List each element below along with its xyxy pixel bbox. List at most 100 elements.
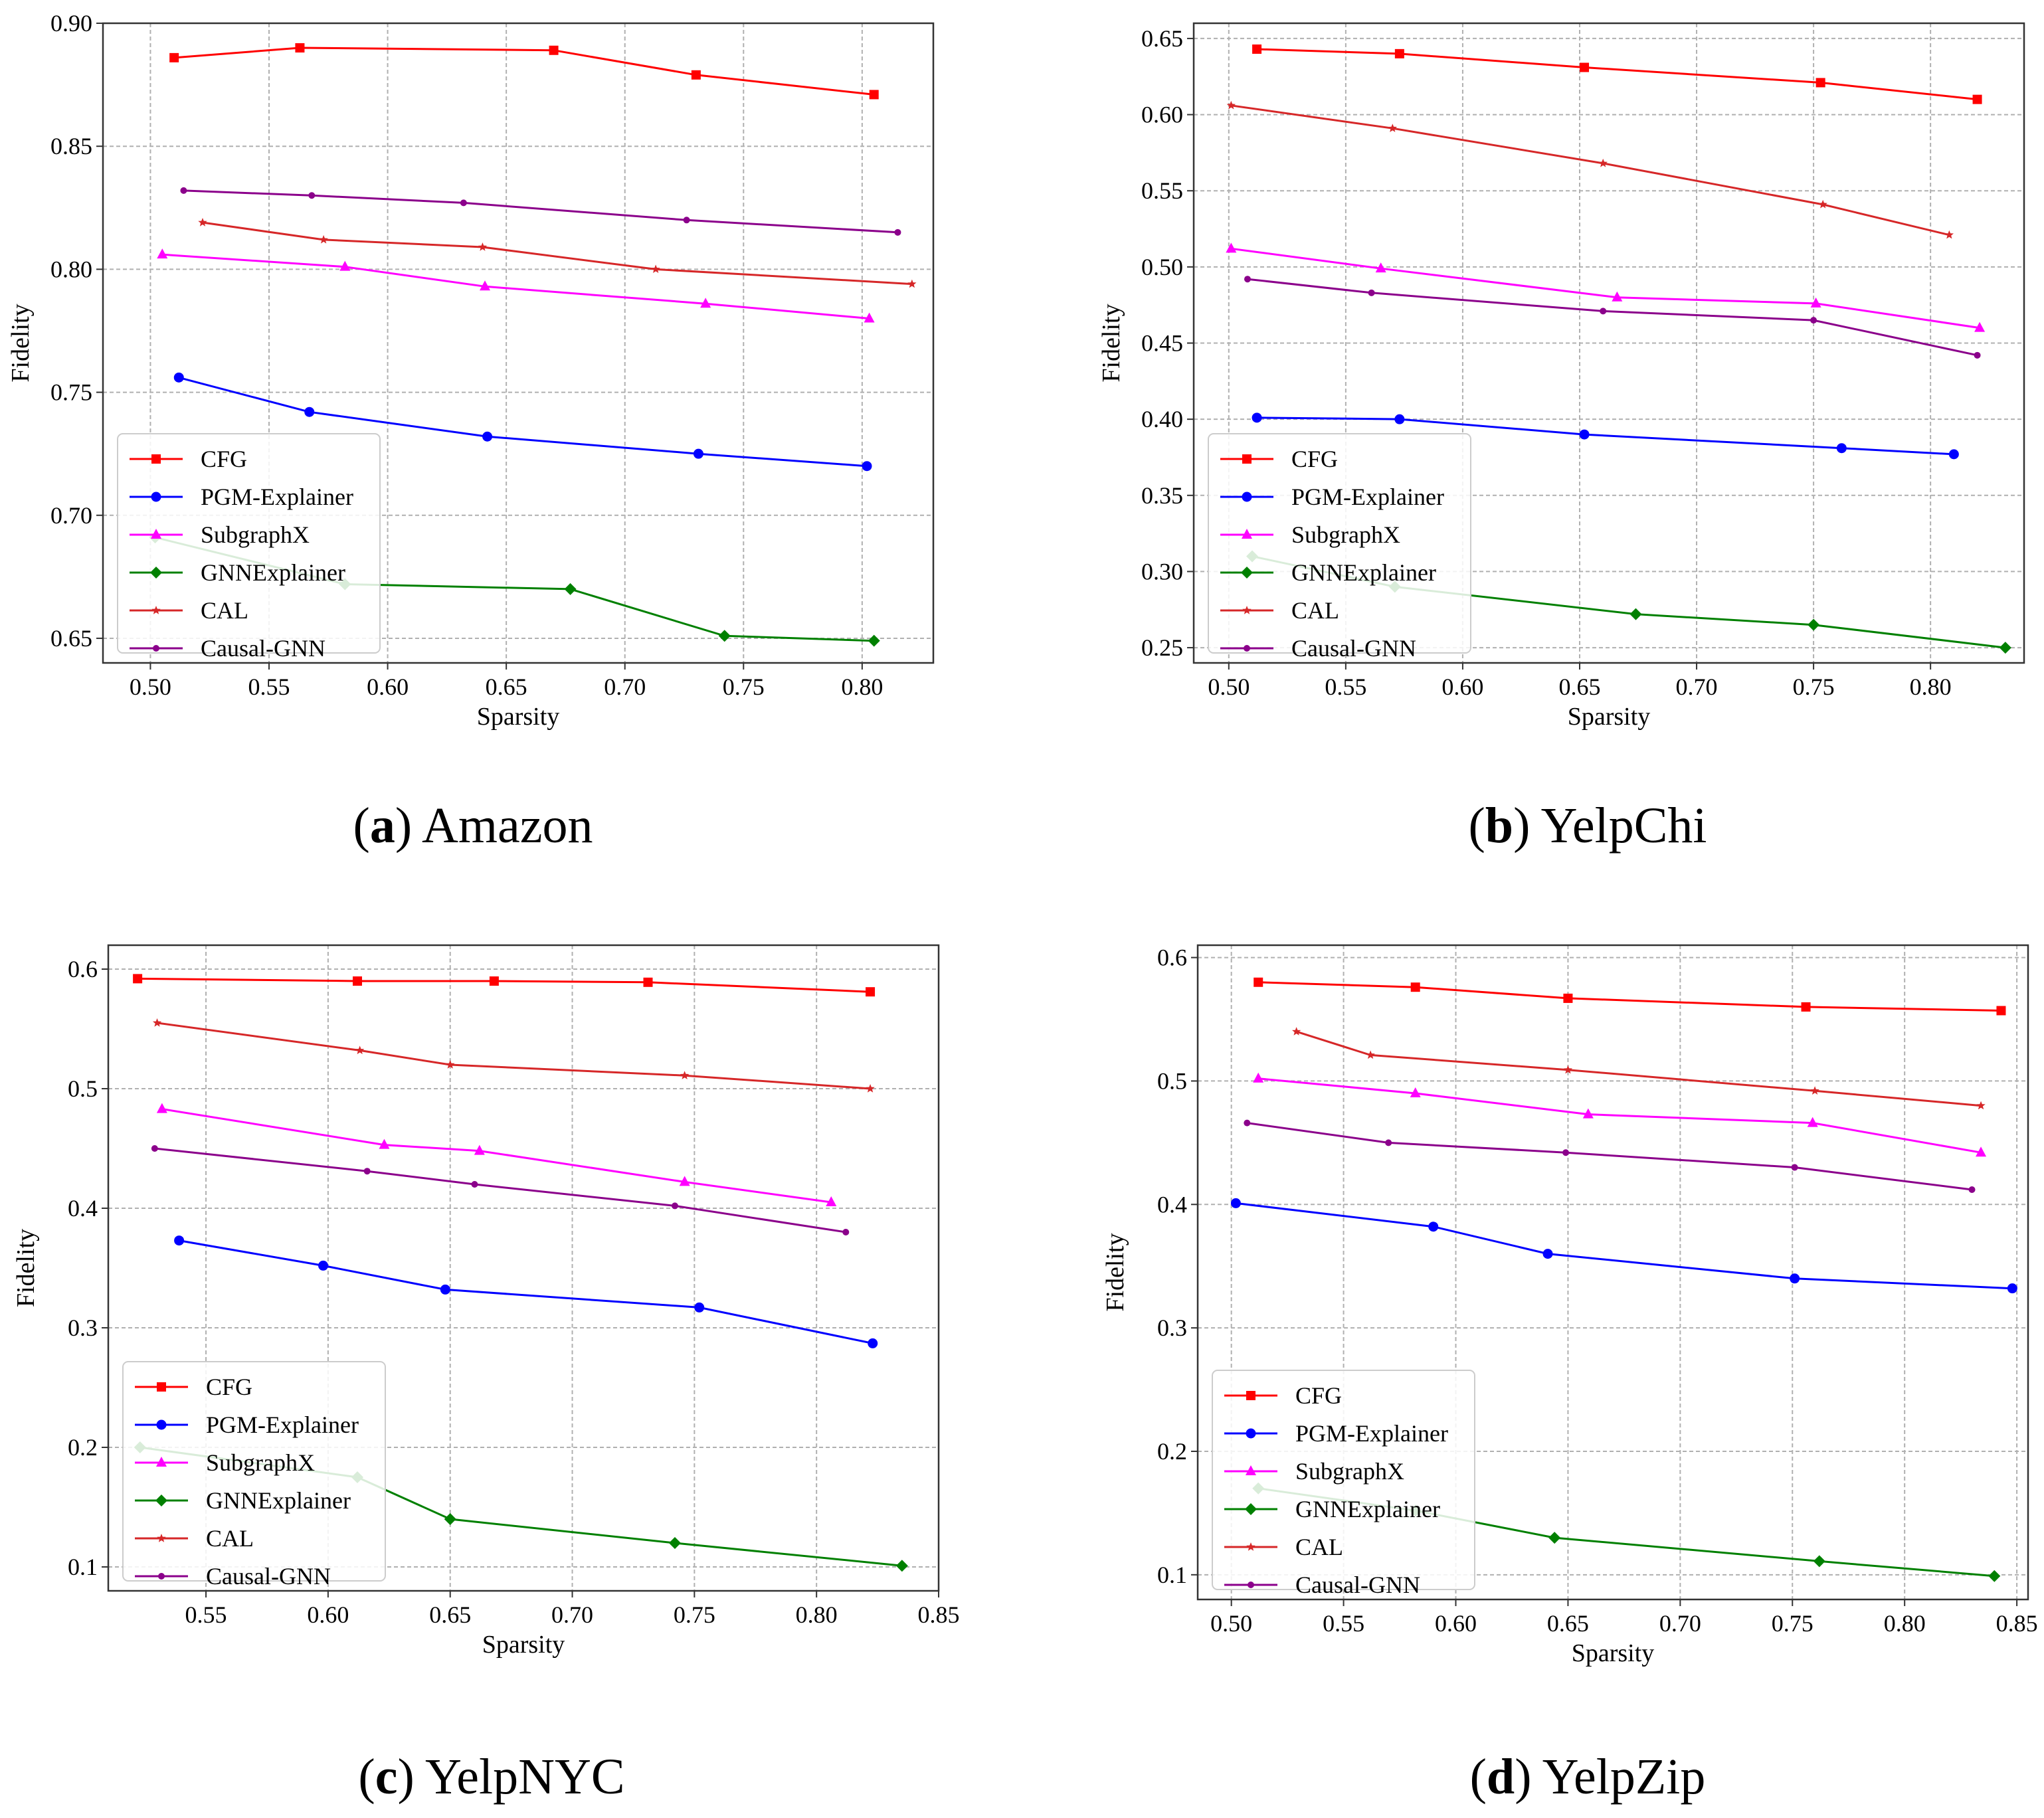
legend-label: SubgraphX bbox=[1295, 1458, 1404, 1485]
x-tick-label: 0.60 bbox=[1435, 1610, 1477, 1637]
data-point bbox=[1972, 94, 1982, 104]
data-point bbox=[446, 1060, 455, 1069]
data-point bbox=[894, 228, 901, 236]
series-line bbox=[202, 221, 912, 286]
caption-paren-close: ) bbox=[395, 798, 422, 854]
y-tick-label: 0.1 bbox=[68, 1554, 98, 1580]
data-point bbox=[1226, 242, 1237, 253]
legend-swatch-marker bbox=[1246, 1465, 1256, 1475]
data-point bbox=[1252, 44, 1262, 54]
data-point bbox=[1563, 993, 1573, 1003]
data-point bbox=[1629, 608, 1642, 620]
y-tick-label: 0.65 bbox=[1141, 25, 1183, 52]
data-point bbox=[868, 634, 880, 647]
data-point bbox=[152, 1018, 162, 1027]
data-point bbox=[157, 248, 168, 259]
series-cal bbox=[198, 218, 917, 288]
x-tick-label: 0.70 bbox=[1676, 674, 1718, 700]
x-tick-label: 0.50 bbox=[130, 674, 171, 700]
grid bbox=[103, 23, 933, 663]
data-point bbox=[1388, 124, 1397, 132]
y-axis-label: Fidelity bbox=[12, 1229, 40, 1307]
caption-dataset-name: Amazon bbox=[422, 798, 593, 854]
data-point bbox=[1253, 1072, 1264, 1083]
data-point bbox=[1810, 1086, 1819, 1095]
data-point bbox=[1230, 1198, 1241, 1208]
data-point bbox=[353, 976, 362, 986]
data-point bbox=[1292, 1027, 1301, 1036]
y-tick-label: 0.85 bbox=[50, 133, 92, 159]
data-point bbox=[1368, 289, 1375, 296]
data-point bbox=[679, 1176, 690, 1186]
series-line bbox=[1257, 48, 1978, 101]
data-point bbox=[907, 279, 917, 288]
data-point bbox=[1226, 100, 1236, 110]
legend-swatch-marker bbox=[157, 1534, 166, 1542]
data-point bbox=[826, 1196, 837, 1206]
legend-swatch-marker bbox=[151, 492, 161, 502]
data-point bbox=[1974, 351, 1981, 359]
caption-paren-close: ) bbox=[1515, 1749, 1542, 1805]
series-line bbox=[138, 977, 871, 993]
data-point bbox=[864, 312, 875, 323]
legend-item: Causal-GNN bbox=[135, 1563, 331, 1590]
data-point bbox=[1976, 1146, 1987, 1157]
caption-paren-close: ) bbox=[1513, 798, 1541, 854]
data-point bbox=[549, 45, 559, 55]
x-tick-label: 0.70 bbox=[1659, 1610, 1701, 1637]
legend-item: SubgraphX bbox=[130, 521, 310, 548]
legend-label: Causal-GNN bbox=[201, 635, 325, 662]
legend-item: Causal-GNN bbox=[130, 635, 325, 662]
data-point bbox=[308, 192, 316, 199]
legend-swatch-marker bbox=[153, 645, 159, 652]
legend-item: CAL bbox=[1224, 1534, 1343, 1560]
x-tick-label: 0.75 bbox=[1772, 1610, 1813, 1637]
y-tick-label: 0.4 bbox=[1157, 1191, 1187, 1218]
series-subgraphx bbox=[156, 1103, 837, 1206]
legend-item: GNNExplainer bbox=[1224, 1496, 1440, 1522]
series-causal-gnn bbox=[1244, 1119, 1976, 1193]
data-point bbox=[1996, 1006, 2006, 1016]
series-line bbox=[1258, 1077, 1982, 1154]
y-tick-label: 0.2 bbox=[68, 1434, 98, 1461]
legend-label: Causal-GNN bbox=[206, 1563, 331, 1590]
x-tick-label: 0.50 bbox=[1210, 1610, 1252, 1637]
data-point bbox=[1815, 78, 1825, 88]
data-point bbox=[1579, 429, 1590, 440]
legend-label: SubgraphX bbox=[1291, 521, 1400, 548]
caption-letter: a bbox=[370, 798, 395, 854]
plot-frame bbox=[1196, 944, 2029, 1601]
data-point bbox=[691, 70, 701, 80]
data-point bbox=[895, 1560, 908, 1572]
legend-swatch-marker bbox=[1244, 645, 1250, 652]
legend-item: GNNExplainer bbox=[1220, 559, 1436, 586]
series-pgm-explainer bbox=[174, 1235, 878, 1348]
y-tick-label: 0.25 bbox=[1141, 634, 1183, 661]
x-tick-label: 0.55 bbox=[248, 674, 290, 700]
legend-label: CAL bbox=[1291, 597, 1339, 624]
y-tick-label: 0.3 bbox=[68, 1315, 98, 1341]
legend-label: CAL bbox=[1295, 1534, 1343, 1560]
y-tick-label: 0.45 bbox=[1141, 330, 1183, 357]
y-tick-label: 0.5 bbox=[1157, 1067, 1187, 1094]
series-causal-gnn bbox=[1244, 276, 1981, 359]
x-tick-label: 0.75 bbox=[674, 1601, 715, 1628]
x-tick-label: 0.85 bbox=[1996, 1610, 2038, 1637]
data-point bbox=[482, 431, 493, 442]
data-point bbox=[700, 298, 711, 308]
x-tick-label: 0.65 bbox=[1547, 1610, 1589, 1637]
y-tick-label: 0.6 bbox=[1157, 945, 1187, 971]
x-axis-label: Sparsity bbox=[1568, 703, 1651, 731]
y-tick-label: 0.50 bbox=[1141, 254, 1183, 280]
series-subgraphx bbox=[1253, 1072, 1987, 1157]
series-cfg bbox=[1254, 977, 2006, 1016]
data-point bbox=[440, 1284, 450, 1295]
x-tick-label: 0.75 bbox=[723, 674, 765, 700]
legend-swatch-marker bbox=[1241, 567, 1253, 579]
series-subgraphx bbox=[157, 248, 875, 323]
legend-swatch-marker bbox=[1245, 1503, 1257, 1515]
legend-swatch-marker bbox=[151, 454, 161, 464]
legend-item: PGM-Explainer bbox=[1220, 484, 1444, 510]
legend-item: SubgraphX bbox=[1220, 521, 1400, 548]
caption-letter: c bbox=[375, 1749, 398, 1805]
